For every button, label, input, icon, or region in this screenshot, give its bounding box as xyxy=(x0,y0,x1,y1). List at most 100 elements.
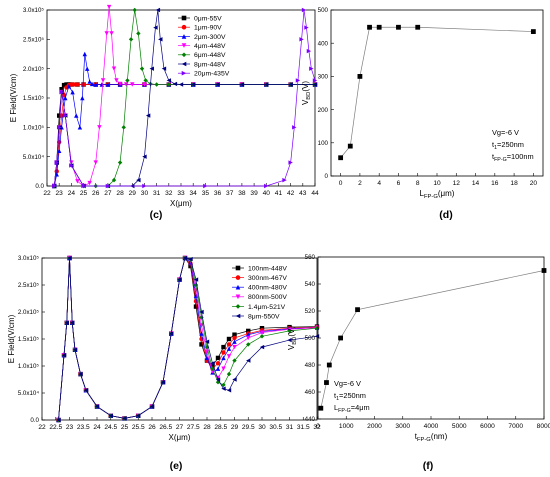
data-point xyxy=(221,355,226,361)
data-point xyxy=(188,256,193,262)
data-point xyxy=(357,74,363,79)
data-point xyxy=(56,113,62,118)
y-tick-label: 2.5x10⁵ xyxy=(23,37,45,44)
y-tick-label: 500 xyxy=(305,335,316,342)
x-tick-label: 25 xyxy=(121,424,129,431)
data-point xyxy=(154,82,159,87)
x-tick-label: 27 xyxy=(176,424,184,431)
panel-label: (d) xyxy=(439,209,452,221)
y-tick-label: 0.0 xyxy=(30,417,39,424)
y-tick-label: 5.0x10⁴ xyxy=(18,390,40,397)
x-tick-label: 24 xyxy=(68,190,76,197)
data-point xyxy=(72,347,78,352)
x-tick-label: 5000 xyxy=(452,423,467,430)
data-point xyxy=(232,332,237,337)
data-point xyxy=(221,382,226,388)
x-tick-label: 39 xyxy=(250,190,258,197)
data-point xyxy=(66,84,72,89)
legend-label: 800nm-500V xyxy=(248,294,287,301)
x-tick-label: 8 xyxy=(416,180,420,187)
data-point xyxy=(295,78,301,83)
x-tick-label: 30 xyxy=(141,190,149,197)
data-point xyxy=(87,79,92,84)
data-point xyxy=(215,366,221,371)
y-tick-label: 2.0x10⁵ xyxy=(18,309,40,316)
data-point xyxy=(215,82,220,87)
annotation-text: Vg=-6 V xyxy=(492,128,519,137)
series-main xyxy=(338,24,536,161)
data-point xyxy=(306,48,312,54)
data-point xyxy=(232,377,237,382)
legend-marker xyxy=(235,284,241,290)
data-point xyxy=(246,328,251,334)
data-point xyxy=(172,81,178,87)
data-point xyxy=(288,82,293,87)
legend-marker xyxy=(235,275,241,280)
data-point xyxy=(125,78,130,83)
data-point xyxy=(226,354,232,359)
data-point xyxy=(259,330,265,335)
data-point xyxy=(104,31,109,36)
data-point xyxy=(287,328,292,334)
x-tick-label: 18 xyxy=(510,180,518,187)
data-point xyxy=(199,342,204,347)
data-point xyxy=(193,288,199,293)
y-tick-label: 100 xyxy=(318,140,329,147)
data-point xyxy=(59,87,64,92)
data-point xyxy=(182,255,188,261)
y-tick-label: 1.5x10⁵ xyxy=(18,336,40,343)
data-point xyxy=(67,255,72,261)
x-tick-label: 23.5 xyxy=(77,424,90,431)
y-tick-label: 1.5x10⁵ xyxy=(23,95,45,102)
data-point xyxy=(155,7,161,13)
x-tick-label: 25.5 xyxy=(132,424,145,431)
data-point xyxy=(161,66,167,71)
data-point xyxy=(338,155,344,161)
data-point xyxy=(69,160,74,165)
x-tick-label: 27.5 xyxy=(187,424,200,431)
x-tick-label: 30 xyxy=(258,424,266,431)
data-point xyxy=(117,160,123,165)
y-tick-label: 560 xyxy=(305,254,316,261)
data-point xyxy=(318,405,324,411)
data-point xyxy=(56,125,62,130)
data-point xyxy=(367,24,372,30)
legend-label: 400nm-480V xyxy=(248,285,287,292)
data-point xyxy=(210,366,215,371)
x-tick-label: 41 xyxy=(275,190,283,197)
y-tick-label: 3.0x10⁵ xyxy=(23,7,45,14)
data-point xyxy=(204,339,210,344)
x-tick-label: 32 xyxy=(165,190,173,197)
legend-label: 100nm-448V xyxy=(248,265,287,272)
x-tick-label: 29 xyxy=(231,424,239,431)
data-point xyxy=(203,183,208,189)
panel-label: (e) xyxy=(170,460,183,472)
series-8μm-550V xyxy=(56,255,320,423)
panel-label: (c) xyxy=(150,209,163,221)
data-point xyxy=(136,413,141,418)
data-point xyxy=(74,113,79,118)
data-point xyxy=(64,82,69,87)
chart-panel-d: 0 2 4 6 8 10 12 14 16 18 200100200300400500LFP-G(μ… xyxy=(301,7,544,221)
data-point xyxy=(177,277,182,282)
x-tick-label: 3000 xyxy=(395,423,410,430)
data-point xyxy=(106,4,112,10)
legend-label: 1μm-90V xyxy=(194,25,222,32)
x-tick-label: 44 xyxy=(311,190,319,197)
data-point xyxy=(52,183,57,189)
data-point xyxy=(530,29,536,34)
x-tick-label: 2000 xyxy=(367,423,382,430)
annotation-text: t1=250nm xyxy=(492,140,524,151)
x-tick-label: 6 xyxy=(397,180,401,187)
x-tick-label: 24.5 xyxy=(104,424,117,431)
data-point xyxy=(312,78,318,83)
data-point xyxy=(75,82,80,87)
data-point xyxy=(239,82,245,87)
data-point xyxy=(93,82,98,87)
x-tick-label: 36 xyxy=(214,190,222,197)
data-point xyxy=(85,66,90,71)
data-point xyxy=(304,25,309,30)
x-tick-label: 27 xyxy=(104,190,112,197)
data-point xyxy=(111,66,117,71)
data-point xyxy=(136,177,141,183)
